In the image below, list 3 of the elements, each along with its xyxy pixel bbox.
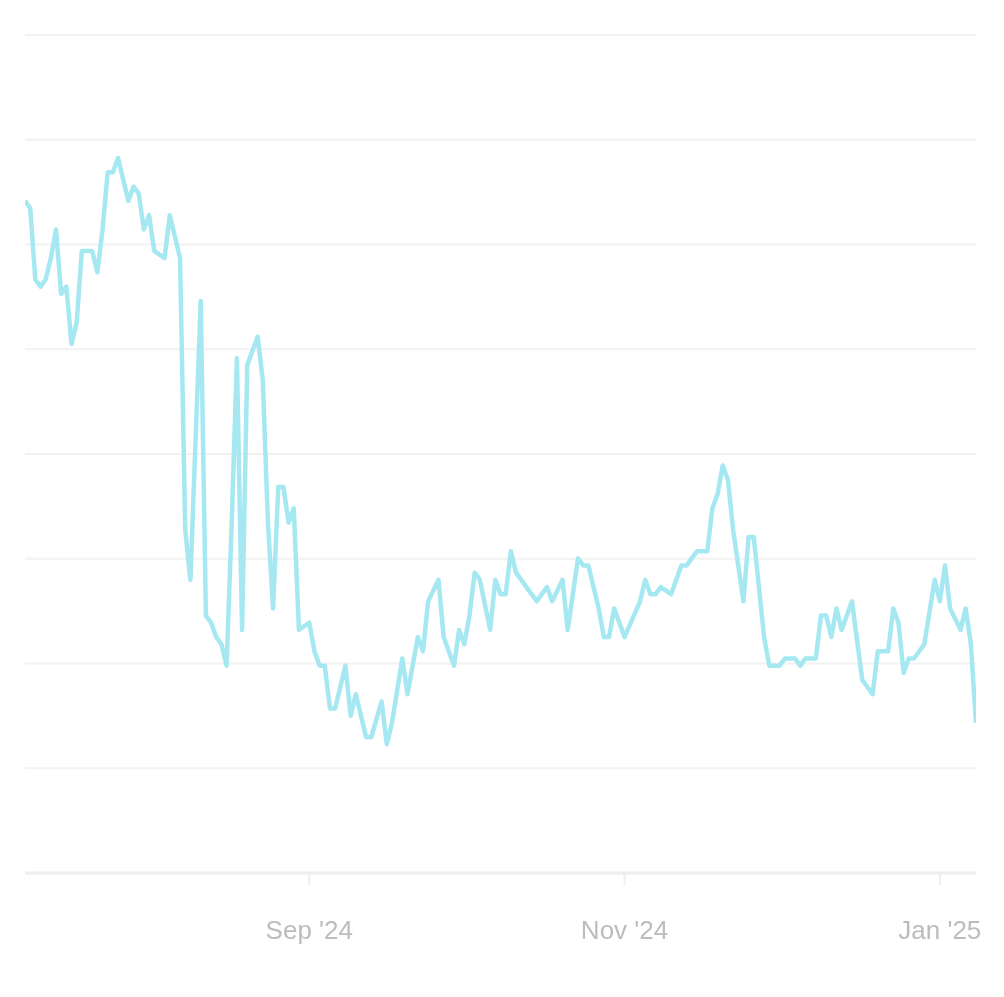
x-tick-label: Nov '24 — [580, 915, 669, 946]
x-tick-label: Sep '24 — [265, 915, 353, 946]
x-tick-label: Jan '25 — [898, 915, 982, 946]
